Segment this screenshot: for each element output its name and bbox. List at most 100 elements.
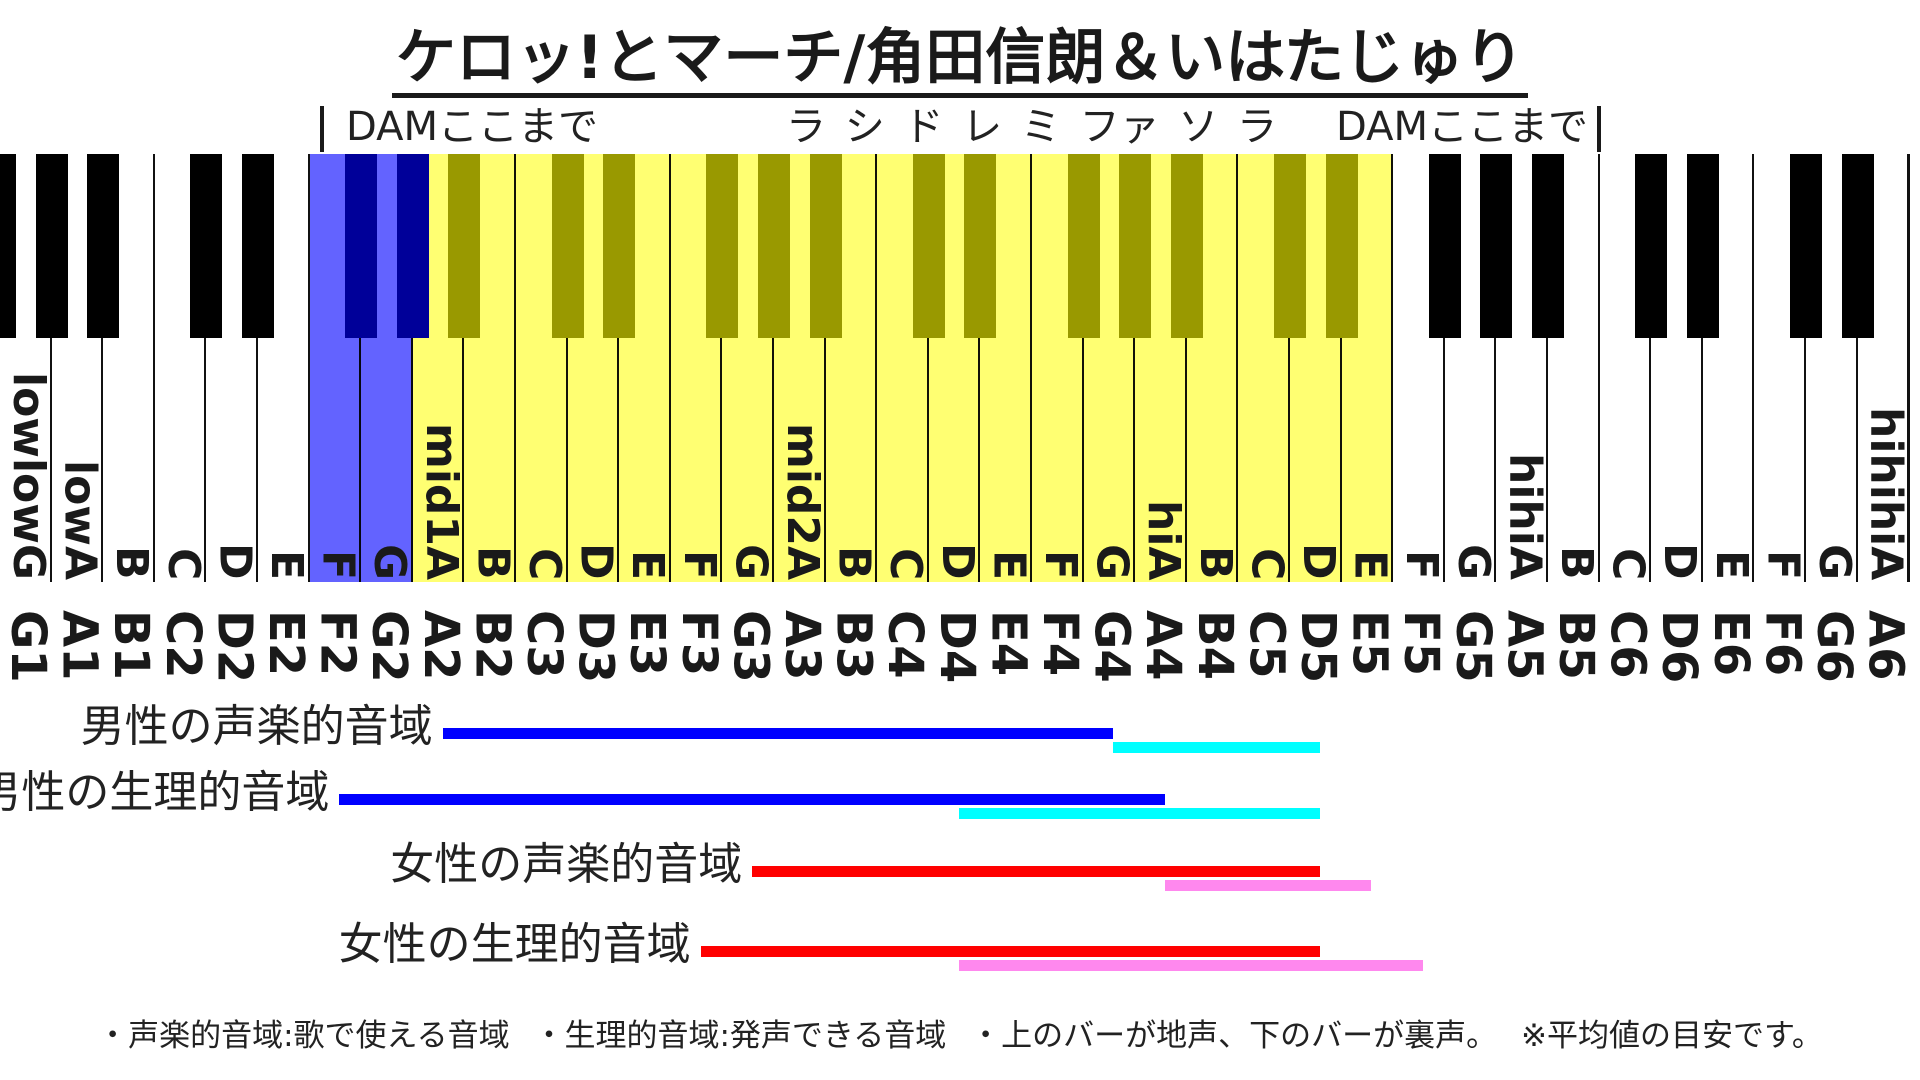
key-letter-label: D bbox=[209, 543, 261, 580]
note-name-label: A5 bbox=[1496, 610, 1553, 681]
black-key[interactable] bbox=[758, 154, 790, 338]
note-name-label: F6 bbox=[1754, 610, 1811, 677]
key-letter-label: F bbox=[1035, 549, 1086, 580]
key-letter-label: F bbox=[1757, 549, 1809, 580]
note-name-label: F5 bbox=[1393, 610, 1450, 677]
note-name-label: G2 bbox=[361, 610, 418, 683]
key-letter-label: E bbox=[983, 549, 1035, 580]
note-name-label: F4 bbox=[1032, 610, 1088, 677]
black-key[interactable] bbox=[706, 154, 739, 338]
page-title: ケロッ!とマーチ/角田信朗＆いはたじゅり bbox=[0, 22, 1920, 98]
note-name-label: E2 bbox=[258, 610, 314, 677]
key-letter-label: G bbox=[1086, 543, 1138, 580]
key-letter-label: B bbox=[1189, 546, 1241, 580]
black-key[interactable] bbox=[396, 154, 429, 338]
black-key[interactable] bbox=[87, 154, 120, 338]
chest-voice-bar bbox=[442, 728, 1114, 739]
note-name-label: C5 bbox=[1238, 610, 1295, 679]
falsetto-bar bbox=[1113, 742, 1320, 753]
black-key[interactable] bbox=[190, 154, 223, 338]
range-label: 男性の生理的音域 bbox=[0, 767, 330, 818]
black-key[interactable] bbox=[345, 154, 378, 338]
note-name-label: B1 bbox=[103, 610, 160, 680]
falsetto-bar bbox=[958, 808, 1320, 819]
black-key[interactable] bbox=[1532, 154, 1564, 338]
note-name-label: A2 bbox=[412, 610, 469, 681]
key-letter-label: F bbox=[673, 549, 725, 580]
key-letter-label: lowlowG bbox=[3, 371, 54, 580]
key-letter-label: B bbox=[467, 546, 519, 580]
chest-voice-bar bbox=[752, 866, 1320, 877]
key-letter-label: B bbox=[1551, 546, 1602, 580]
black-key[interactable] bbox=[1119, 154, 1152, 338]
note-name-label: G6 bbox=[1806, 610, 1862, 683]
note-name-label: D3 bbox=[567, 610, 624, 684]
falsetto-bar bbox=[1165, 880, 1372, 891]
key-letter-label: E bbox=[1344, 549, 1396, 580]
note-name-label: G3 bbox=[722, 610, 779, 683]
black-key[interactable] bbox=[448, 154, 481, 338]
note-name-label: E5 bbox=[1341, 610, 1398, 677]
key-letter-label: B bbox=[106, 546, 158, 580]
black-key[interactable] bbox=[809, 154, 842, 338]
note-name-label: B5 bbox=[1548, 610, 1604, 680]
black-key[interactable] bbox=[551, 154, 584, 338]
scale-label: ラ シ ド レ ミ ファ ソ ラ bbox=[786, 104, 1278, 150]
key-letter-label: mid2A bbox=[777, 422, 828, 580]
note-name-label: E4 bbox=[980, 610, 1037, 677]
black-key[interactable] bbox=[0, 154, 16, 338]
key-letter-label: hihihiA bbox=[1860, 406, 1912, 580]
key-letter-label: mid1A bbox=[415, 422, 467, 580]
black-key[interactable] bbox=[1274, 154, 1306, 338]
black-key[interactable] bbox=[964, 154, 997, 338]
key-letter-label: E bbox=[622, 549, 674, 580]
black-key[interactable] bbox=[912, 154, 945, 338]
black-key[interactable] bbox=[1170, 154, 1203, 338]
black-key[interactable] bbox=[1635, 154, 1668, 338]
black-key[interactable] bbox=[35, 154, 68, 338]
note-name-label: C3 bbox=[516, 610, 572, 679]
black-key[interactable] bbox=[1325, 154, 1358, 338]
falsetto-bar bbox=[958, 960, 1423, 971]
note-name-label: C2 bbox=[154, 610, 211, 679]
key-letter-label: F bbox=[312, 549, 364, 580]
note-name-label: E6 bbox=[1702, 610, 1759, 677]
chest-voice-bar bbox=[700, 946, 1320, 957]
note-name-label: F3 bbox=[670, 610, 727, 677]
white-key[interactable] bbox=[1599, 154, 1653, 582]
key-letter-label: G bbox=[725, 543, 777, 580]
black-key[interactable] bbox=[603, 154, 636, 338]
dam-left-label: DAMここまで bbox=[346, 104, 598, 150]
black-key[interactable] bbox=[1067, 154, 1100, 338]
key-letter-label: B bbox=[828, 546, 880, 580]
note-name-label: D2 bbox=[206, 610, 263, 684]
note-name-label: D6 bbox=[1651, 610, 1708, 684]
note-name-label: C6 bbox=[1599, 610, 1656, 679]
note-name-label: A3 bbox=[774, 610, 830, 681]
note-name-label: A1 bbox=[51, 610, 108, 681]
black-key[interactable] bbox=[1790, 154, 1822, 338]
key-letter-label: hihiA bbox=[1499, 453, 1551, 580]
key-letter-label: D bbox=[570, 543, 622, 580]
key-letter-label: C bbox=[1602, 547, 1654, 580]
black-key[interactable] bbox=[1841, 154, 1874, 338]
range-label: 女性の声楽的音域 bbox=[390, 839, 743, 890]
black-key[interactable] bbox=[1428, 154, 1461, 338]
key-letter-label: C bbox=[1241, 547, 1293, 580]
key-letter-label: D bbox=[1293, 543, 1344, 580]
footnote: ・声楽的音域:歌で使える音域 ・生理的音域:発声できる音域 ・上のバーが地声、下… bbox=[97, 1018, 1823, 1054]
note-name-label: G5 bbox=[1444, 610, 1501, 683]
note-name-label: G1 bbox=[0, 610, 56, 683]
key-letter-label: F bbox=[1396, 549, 1448, 580]
key-letter-label: E bbox=[1705, 549, 1757, 580]
black-key[interactable] bbox=[1480, 154, 1513, 338]
note-name-label: A6 bbox=[1857, 610, 1914, 681]
key-letter-label: lowA bbox=[54, 459, 106, 580]
key-letter-label: G bbox=[1447, 543, 1499, 580]
note-name-label: B4 bbox=[1186, 610, 1243, 680]
black-key[interactable] bbox=[242, 154, 274, 338]
title-text: ケロッ!とマーチ/角田信朗＆いはたじゅり bbox=[391, 23, 1529, 98]
note-name-label: C4 bbox=[877, 610, 934, 679]
note-name-label: D4 bbox=[928, 610, 985, 684]
black-key[interactable] bbox=[1686, 154, 1719, 338]
